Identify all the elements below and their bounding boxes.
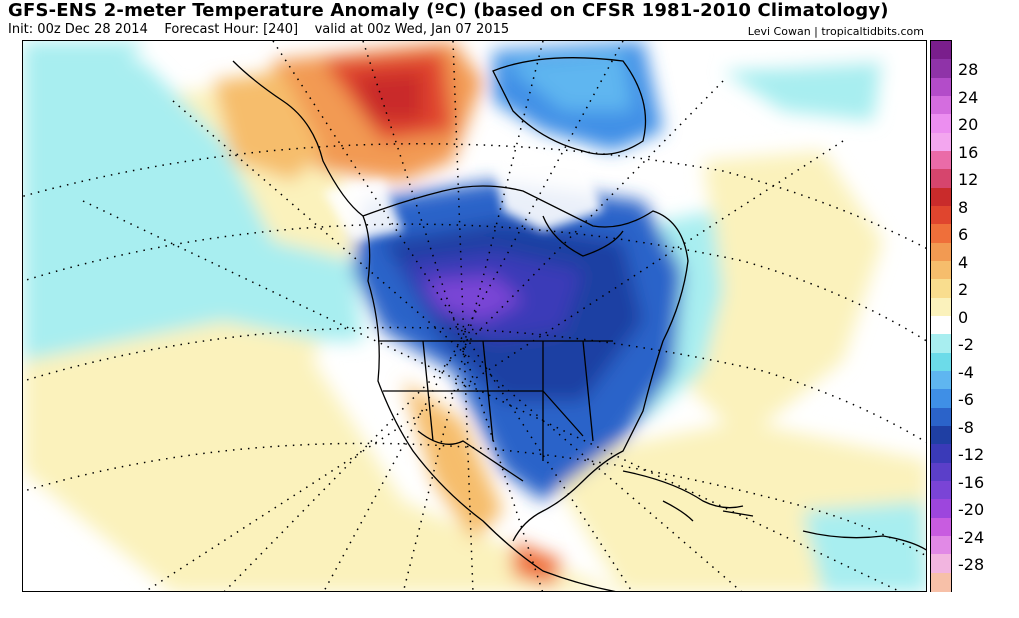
colorbar-swatch	[931, 261, 951, 281]
colorbar-swatch	[931, 279, 951, 299]
colorbar-tick-label: 2	[958, 280, 969, 299]
colorbar-tick-label: 28	[958, 60, 979, 79]
colorbar-swatch	[931, 77, 951, 97]
colorbar-swatch	[931, 517, 951, 537]
anomaly-map	[22, 40, 927, 592]
colorbar-tick-label: -8	[958, 417, 974, 437]
colorbar-swatch	[931, 96, 951, 116]
colorbar-swatch	[931, 187, 951, 207]
colorbar-swatch	[931, 224, 951, 244]
colorbar-tick-label: 20	[958, 115, 979, 134]
colorbar-swatch	[931, 151, 951, 171]
valid-time-label: valid at 00z Wed, Jan 07 2015	[314, 22, 510, 37]
credit-label: Levi Cowan | tropicaltidbits.com	[747, 25, 924, 38]
colorbar-swatch	[931, 499, 951, 519]
map-title: GFS-ENS 2-meter Temperature Anomaly (ºC)…	[8, 0, 889, 21]
colorbar-tick-label: 4	[958, 252, 969, 272]
colorbar-swatch	[931, 536, 951, 556]
colorbar-swatch	[931, 572, 951, 592]
colorbar-tick-label: 12	[958, 170, 979, 189]
colorbar-swatch	[931, 554, 951, 574]
colorbar-tick-label: 24	[958, 87, 979, 107]
colorbar-swatch	[931, 389, 951, 409]
colorbar-swatch	[931, 334, 951, 354]
colorbar-tick-label: 6	[958, 225, 969, 244]
colorbar-swatch	[931, 206, 951, 226]
colorbar-tick-label: 8	[958, 197, 969, 217]
colorbar-tick-label: -6	[958, 390, 974, 409]
forecast-hour-label: Forecast Hour: [240]	[164, 22, 299, 37]
colorbar-swatch	[931, 41, 951, 61]
colorbar-tick-label: -16	[958, 472, 985, 492]
colorbar-swatch	[931, 132, 951, 152]
colorbar-swatch	[931, 426, 951, 446]
colorbar	[930, 40, 952, 592]
colorbar-tick-label: -24	[958, 527, 985, 547]
init-label: Init: 00z Dec 28 2014	[8, 22, 148, 37]
coastlines	[232, 57, 926, 591]
colorbar-swatch	[931, 169, 951, 189]
colorbar-swatch	[931, 59, 951, 79]
colorbar-tick-label: -2	[958, 335, 974, 354]
colorbar-tick-label: -28	[958, 555, 985, 574]
colorbar-swatch	[931, 407, 951, 427]
colorbar-tick-label: 16	[958, 142, 979, 162]
colorbar-tick-label: -20	[958, 500, 985, 519]
colorbar-tick-label: 0	[958, 307, 969, 327]
init-time: Init: 00z Dec 28 2014 Forecast Hour: [24…	[8, 22, 509, 37]
colorbar-swatch	[931, 462, 951, 482]
colorbar-swatch	[931, 242, 951, 262]
colorbar-swatch	[931, 297, 951, 317]
colorbar-tick-label: -4	[958, 362, 974, 382]
colorbar-swatch	[931, 371, 951, 391]
colorbar-tick-label: -12	[958, 445, 985, 464]
colorbar-swatch	[931, 444, 951, 464]
colorbar-swatch	[931, 352, 951, 372]
colorbar-swatch	[931, 114, 951, 134]
map-svg	[23, 41, 926, 591]
colorbar-swatch	[931, 316, 951, 336]
colorbar-swatch	[931, 481, 951, 501]
